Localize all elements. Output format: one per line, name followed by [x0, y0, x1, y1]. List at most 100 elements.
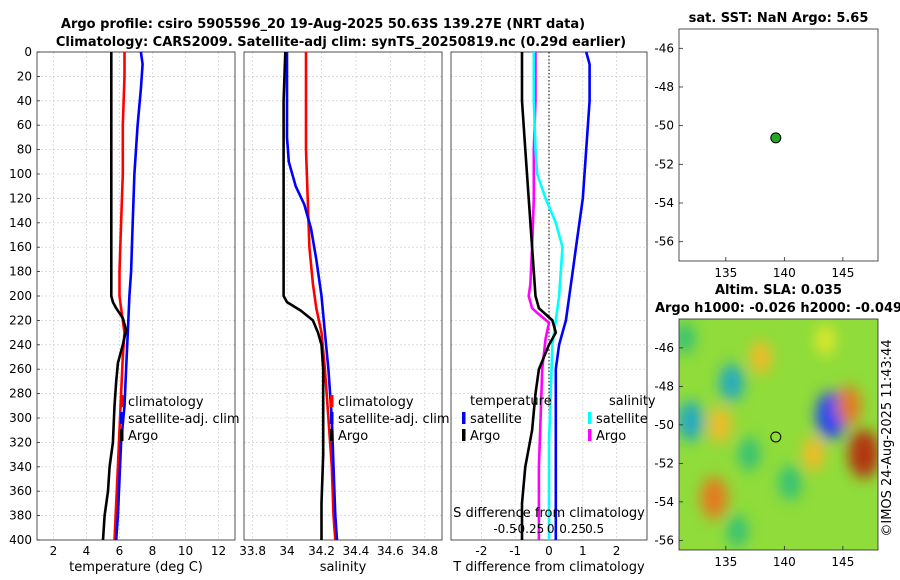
y-tick-label: -48 — [654, 80, 674, 94]
sla-feature — [815, 324, 836, 356]
y-tick-label: -48 — [654, 379, 674, 393]
legend-swatch — [462, 412, 466, 424]
y-tick-label: -52 — [654, 157, 674, 171]
sla-feature — [708, 406, 732, 443]
x-tick-label: 0 — [545, 544, 553, 558]
y-tick-label: 160 — [9, 240, 32, 254]
sla-feature — [719, 363, 744, 402]
y-tick-label: -54 — [654, 495, 674, 509]
series-line-climatology — [113, 52, 126, 541]
x-tick-label: 140 — [773, 555, 796, 569]
legend-label: Argo — [128, 429, 158, 444]
y-tick-label: 220 — [9, 313, 32, 327]
secondary-tick-label: -0.25 — [513, 522, 544, 536]
x-tick-label: 33.8 — [239, 544, 266, 558]
x-axis-label: temperature (deg C) — [69, 560, 203, 575]
sla-feature — [700, 476, 728, 520]
x-tick-label: 6 — [116, 544, 124, 558]
x-tick-label: 10 — [178, 544, 193, 558]
y-tick-label: 400 — [9, 533, 32, 547]
legend-title-temperature: temperature — [470, 394, 552, 409]
y-tick-label: -50 — [654, 119, 674, 133]
legend-label: satellite — [596, 412, 648, 427]
x-tick-label: -1 — [509, 544, 521, 558]
heatmap-layer — [679, 319, 878, 550]
y-tick-label: 360 — [9, 484, 32, 498]
figure-title-line1: Argo profile: csiro 5905596_20 19-Aug-20… — [61, 17, 585, 32]
series-line-s-satellite — [532, 52, 564, 540]
legend-label: climatology — [338, 395, 414, 410]
y-tick-label: 60 — [17, 118, 32, 132]
map-frame — [678, 28, 879, 262]
legend-swatch — [462, 429, 466, 441]
legend-swatch — [120, 395, 124, 407]
x-tick-label: 1 — [579, 544, 587, 558]
sla-feature — [802, 436, 825, 472]
y-tick-label: 120 — [9, 191, 32, 205]
legend-label: climatology — [128, 395, 204, 410]
x-tick-label: 145 — [831, 555, 854, 569]
y-tick-label: -56 — [654, 235, 674, 249]
y-tick-label: 140 — [9, 216, 32, 230]
legend-label: satellite-adj. clim — [128, 412, 240, 427]
temperature-profile-panel: 0 20 40 60 80 100 120 140 160 180 200 220 240 260 280 3… — [9, 45, 240, 575]
imos-watermark: ©IMOS 24-Aug-2025 11:43:44 — [880, 339, 895, 536]
sla-map-panel: 135 140 145 -46 -48 -50 -52 -54 -56 Altim. SLA: 0… — [654, 283, 900, 569]
secondary-tick-label: -0.5 — [493, 522, 516, 536]
difference-profile-panel: -2 -1 0 1 2 T difference from climatology temp… — [450, 51, 656, 575]
legend-label: Argo — [338, 429, 368, 444]
salinity-profile-panel: 33.8 34 34.2 34.4 34.6 34.8 salinity climatolog… — [239, 51, 450, 575]
argo-position-marker — [770, 431, 782, 443]
legend-swatch — [120, 429, 124, 441]
legend-label: Argo — [596, 429, 626, 444]
series-line-satellite-adj-clim — [285, 52, 339, 541]
legend-label: satellite-adj. clim — [338, 412, 450, 427]
legend-swatch — [330, 412, 334, 424]
map-title: sat. SST: NaN Argo: 5.65 — [689, 11, 869, 26]
sst-map-panel: 135 140 145 -46 -48 -50 -52 -54 -56 sat. SST: NaN… — [654, 11, 879, 280]
y-tick-label: -54 — [654, 196, 674, 210]
y-tick-label: 40 — [17, 94, 32, 108]
legend-swatch — [588, 412, 592, 424]
sla-feature — [679, 322, 695, 354]
y-tick-label: 100 — [9, 167, 32, 181]
x-tick-label: -2 — [475, 544, 487, 558]
x-tick-label: 34.6 — [377, 544, 404, 558]
series-line-t-argo — [520, 52, 558, 540]
series-line-s-argo — [527, 52, 551, 540]
x-tick-label: 34.2 — [308, 544, 335, 558]
y-tick-label: 200 — [9, 289, 32, 303]
x-tick-label: 135 — [714, 266, 737, 280]
sla-feature — [848, 429, 878, 479]
legend-label: Argo — [470, 429, 500, 444]
x-tick-label: 8 — [149, 544, 157, 558]
sla-feature — [750, 340, 772, 375]
y-tick-label: 340 — [9, 460, 32, 474]
map-title: Altim. SLA: 0.035 — [715, 283, 842, 298]
secondary-tick-label: 0.25 — [559, 522, 586, 536]
y-tick-label: 260 — [9, 362, 32, 376]
y-tick-label: -52 — [654, 456, 674, 470]
y-tick-label: 180 — [9, 265, 32, 279]
axes-frame — [243, 51, 443, 541]
y-tick-label: 80 — [17, 143, 32, 157]
x-axis-label: salinity — [320, 560, 367, 575]
legend-swatch — [120, 412, 124, 424]
heatmap-blobs — [679, 322, 878, 547]
x-axis-label: T difference from climatology — [452, 560, 645, 575]
legend-label: satellite — [470, 412, 522, 427]
series-line-climatology — [304, 52, 337, 541]
figure-title-line2: Climatology: CARS2009. Satellite-adj cli… — [56, 35, 626, 50]
map-frame — [678, 318, 879, 551]
x-tick-label: 140 — [773, 266, 796, 280]
y-tick-label: 20 — [17, 69, 32, 83]
x-tick-label: 12 — [211, 544, 226, 558]
x-tick-label: 135 — [714, 555, 737, 569]
map-title: Argo h1000: -0.026 h2000: -0.049 — [655, 301, 900, 316]
x-tick-label: 34.8 — [411, 544, 438, 558]
y-tick-label: 320 — [9, 435, 32, 449]
y-tick-label: 380 — [9, 509, 32, 523]
secondary-tick-label: 0 — [547, 522, 555, 536]
legend-swatch — [330, 429, 334, 441]
y-tick-label: 0 — [24, 45, 32, 59]
